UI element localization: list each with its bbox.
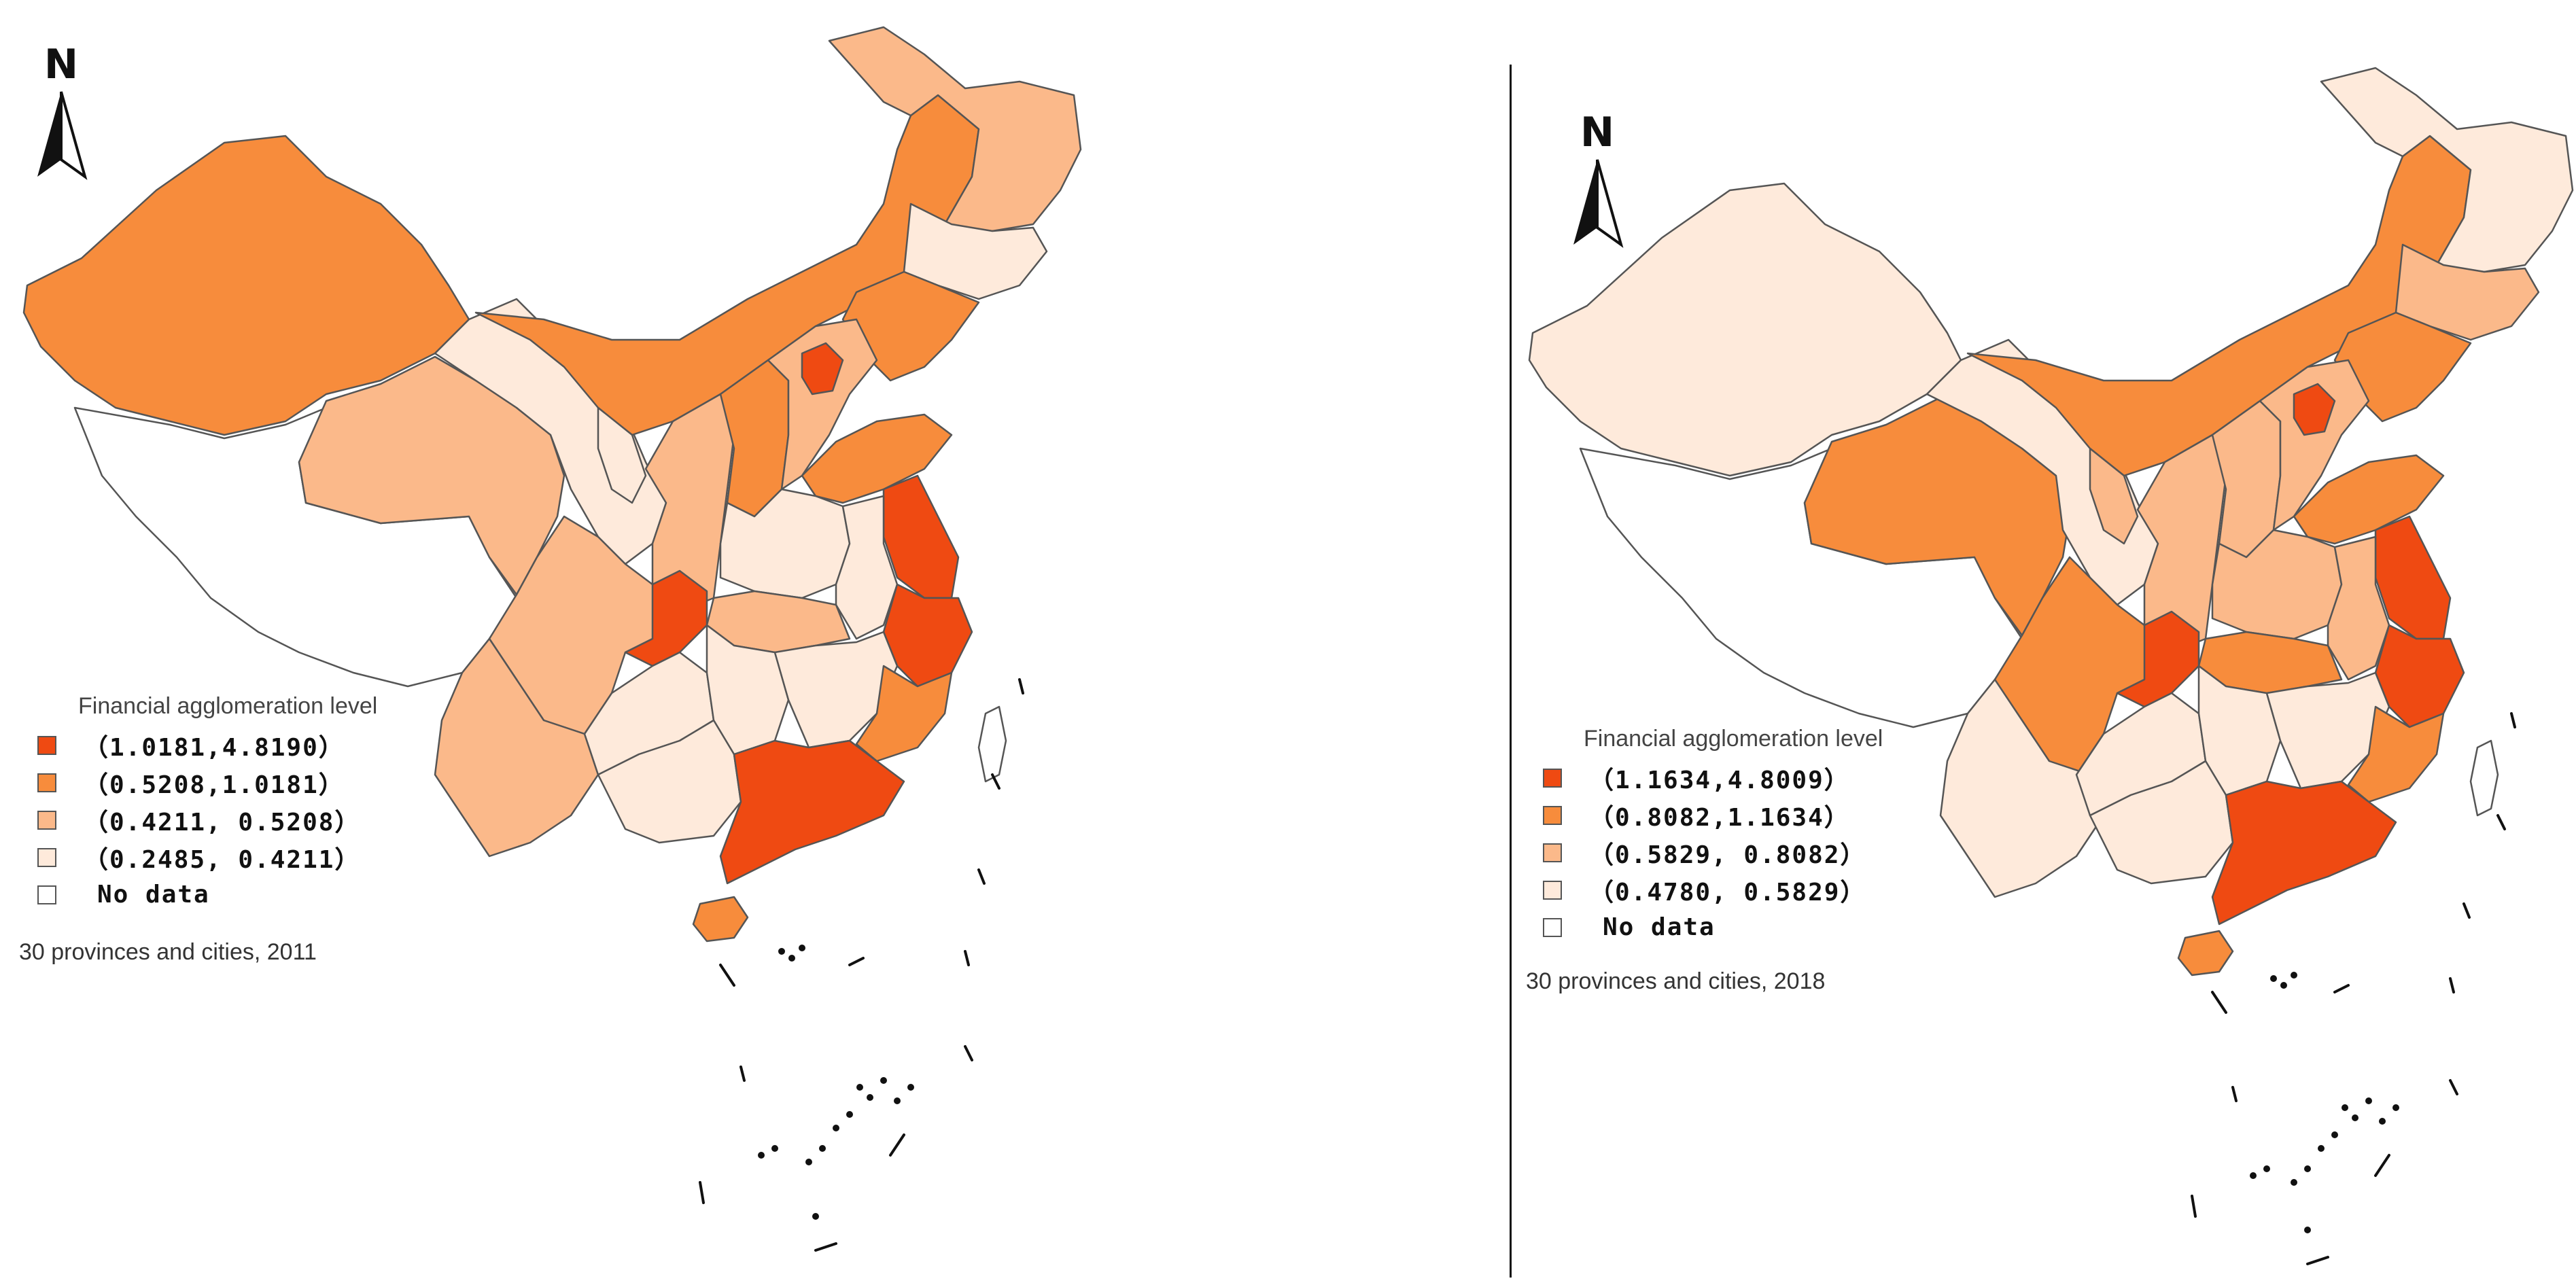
region-ningxia: [597, 406, 647, 504]
region-beijing: [2293, 383, 2336, 436]
legend-title: Financial agglomeration level: [1584, 726, 1883, 752]
region-shandong: [2293, 454, 2445, 545]
legend-swatch: [1543, 768, 1562, 788]
legend-title: Financial agglomeration level: [78, 693, 378, 719]
north-arrow: N: [1567, 109, 1628, 255]
north-arrow-icon: [37, 91, 88, 180]
south-sea-islands: [699, 678, 1024, 1252]
map-panel-2011: N Financial agglomeration level （1.0181,…: [19, 26, 1082, 1252]
north-arrow-icon: [1573, 159, 1624, 248]
legend-item: （0.4211, 0.5208）: [37, 801, 377, 839]
region-guangdong: [2211, 780, 2397, 926]
region-hainan: [2177, 930, 2234, 976]
legend-swatch: [37, 847, 56, 867]
region-anhui: [2327, 535, 2390, 681]
legend-2018: Financial agglomeration level （1.1634,4.…: [1543, 726, 1883, 946]
region-zhejiang: [2374, 624, 2465, 728]
legend-label: （1.0181,4.8190）: [84, 733, 345, 762]
legend-label: No data: [1603, 913, 1716, 941]
legend-2011: Financial agglomeration level （1.0181,4.…: [37, 693, 377, 913]
panel-divider: [1510, 65, 1512, 1278]
region-qinghai: [298, 355, 565, 596]
north-label: N: [1580, 109, 1615, 156]
legend-item: （0.2485, 0.4211）: [37, 839, 377, 876]
legend-swatch: [37, 735, 56, 755]
china-map-2011: [22, 26, 1082, 1252]
legend-item: （0.5208,1.0181）: [37, 764, 377, 801]
south-sea-islands: [2191, 712, 2516, 1265]
legend-item: （1.0181,4.8190）: [37, 726, 377, 764]
region-anhui: [835, 495, 899, 640]
legend-label: （0.4780, 0.5829）: [1589, 878, 1866, 906]
legend-label: （0.4211, 0.5208）: [84, 808, 361, 837]
north-label: N: [43, 41, 79, 88]
legend-item: （0.5829, 0.8082）: [1543, 834, 1883, 871]
region-yunnan: [434, 637, 599, 858]
map-caption: 30 provinces and cities, 2011: [19, 939, 317, 965]
legend-label: （0.8082,1.1634）: [1589, 803, 1850, 832]
legend-item: No data: [37, 876, 377, 913]
legend-swatch: [1543, 917, 1562, 937]
region-hebei: [2259, 359, 2370, 531]
legend-item: （0.4780, 0.5829）: [1543, 871, 1883, 909]
map-caption: 30 provinces and cities, 2018: [1526, 968, 1826, 994]
legend-item: （0.8082,1.1634）: [1543, 796, 1883, 834]
region-zhejiang: [882, 583, 973, 688]
legend-label: （0.5829, 0.8082）: [1589, 841, 1866, 869]
region-fujian: [855, 665, 953, 762]
region-heilongjiang: [828, 26, 1082, 232]
legend-swatch: [37, 810, 56, 830]
region-heilongjiang: [2320, 67, 2574, 273]
region-shandong: [801, 413, 953, 504]
region-taiwan: [2469, 739, 2499, 817]
region-fujian: [2347, 705, 2445, 803]
legend-swatch: [37, 885, 56, 904]
legend-swatch: [1543, 805, 1562, 825]
legend-swatch: [1543, 880, 1562, 900]
map-panel-2018: N Financial agglomeration level （1.1634,…: [1512, 0, 2576, 1285]
region-taiwan: [977, 705, 1007, 783]
region-hainan: [692, 896, 749, 943]
legend-item: （1.1634,4.8009）: [1543, 759, 1883, 796]
china-map-2018: [1528, 67, 2574, 1265]
legend-item: No data: [1543, 909, 1883, 946]
legend-swatch: [37, 773, 56, 792]
region-beijing: [801, 342, 844, 395]
region-guangdong: [719, 739, 905, 885]
legend-label: （1.1634,4.8009）: [1589, 766, 1850, 794]
legend-label: No data: [97, 881, 210, 909]
region-ningxia: [2089, 447, 2139, 545]
legend-swatch: [1543, 843, 1562, 862]
region-yunnan: [1939, 678, 2105, 898]
legend-label: （0.5208,1.0181）: [84, 771, 345, 799]
region-hebei: [767, 318, 878, 491]
north-arrow: N: [31, 41, 92, 187]
legend-label: （0.2485, 0.4211）: [84, 845, 361, 874]
